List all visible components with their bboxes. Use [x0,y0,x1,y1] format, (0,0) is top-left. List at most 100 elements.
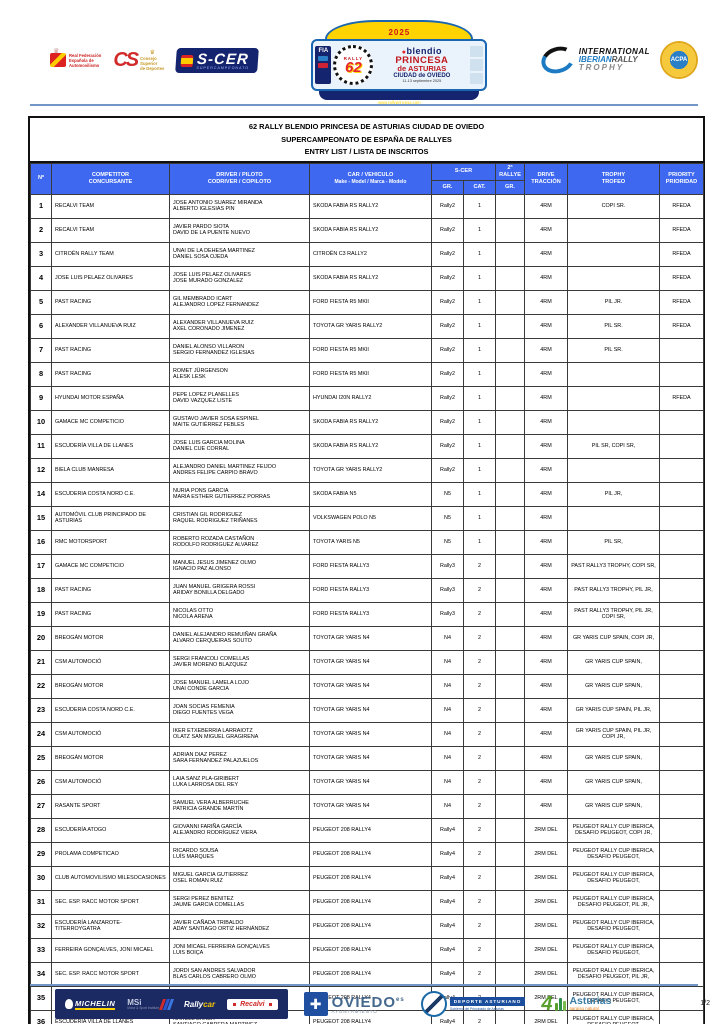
cell-car: PEUGEOT 208 RALLY4 [309,913,432,939]
cell-number: 3 [30,241,52,267]
cell-drive: 4RM [524,673,568,699]
cell-priority: RFEDA [659,265,704,291]
cell-rallye2-group [495,505,525,531]
cell-car: TOYOTA GR YARIS N4 [309,745,432,771]
cell-drive: 4RM [524,625,568,651]
table-row: 22 BREOGÁN MOTOR JOSE MANUEL LAMELA LOJO… [30,673,704,699]
cell-trophy [567,265,660,291]
acpa-label: ACPA [670,57,688,63]
driver-name: CRISTIAN GIL RODRIGUEZ [173,511,242,518]
driver-name: ALEJANDRO DANIEL MARTINEZ FEIJOO [173,463,277,470]
spain-flag-icon [180,54,194,66]
cell-trophy: PAST RALLY3 TROPHY, PIL JR, COPI SR, [567,601,660,627]
cell-car: FORD FIESTA R5 MKII [309,289,432,315]
cell-number: 11 [30,433,52,459]
cell-drive: 4RM [524,217,568,243]
table-row: 10 GAMACE MC COMPETICIO GUSTAVO JAVIER S… [30,409,704,435]
cell-drive: 4RM [524,745,568,771]
cell-car: PEUGEOT 208 RALLY4 [309,817,432,843]
cell-number: 2 [30,217,52,243]
cell-crew: JOAN SOCIAS FEMENIA DIEGO FUENTES VEGA [169,697,310,723]
table-row: 2 RECALVI TEAM JAVIER PARDO SIOTA DAVID … [30,217,704,243]
cell-scer-category: 1 [463,457,496,483]
cell-rallye2-group [495,265,525,291]
rally-word: RALLY [343,56,364,61]
driver-name: JORDI SAN ANDRES SALVADOR [173,967,256,974]
cell-number: 4 [30,265,52,291]
driver-name: SERGI FRANCOLI COMELLAS [173,655,250,662]
cell-car: TOYOTA GR YARIS N4 [309,649,432,675]
msi-caption: Motor & Sport Institute [127,1005,159,1010]
cell-trophy: PEUGEOT RALLY CUP IBERICA, DESAFIO PEUGE… [567,841,660,867]
scer-wordmark: S-CER [196,50,250,68]
driver-name: GIL MEMBRADO ICART [173,295,233,302]
cell-competitor: PAST RACING [51,577,170,603]
cell-competitor: SEC. ESP. RACC MOTOR SPORT [51,889,170,915]
table-row: 20 BREOGÁN MOTOR DANIEL ALEJANDRO REMUIÑ… [30,625,704,651]
cell-competitor: JOSE LUIS PELAEZ OLIVARES [51,265,170,291]
cell-crew: DANIEL ALEJANDRO REMUIÑAN GRAÑA ALVARO C… [169,625,310,651]
cell-scer-category: 2 [463,913,496,939]
cell-trophy: PAST RALLY3 TROPHY, COPI SR, [567,553,660,579]
cell-scer-category: 2 [463,889,496,915]
cell-competitor: FERREIRA GONÇALVES, JONI MICAEL [51,937,170,963]
cell-car: TOYOTA GR YARIS N4 [309,769,432,795]
cell-rallye2-group [495,625,525,651]
cell-priority [659,553,704,579]
cell-rallye2-group [495,937,525,963]
cell-scer-category: 2 [463,865,496,891]
cell-trophy: PIL JR. [567,289,660,315]
cell-priority: RFEDA [659,313,704,339]
oviedo-sup: es [396,997,405,1003]
cell-scer-category: 1 [463,313,496,339]
cell-scer-category: 1 [463,265,496,291]
rally-dates: 11-13 septiembre 2025 [402,78,442,83]
cell-priority: RFEDA [659,241,704,267]
cell-priority [659,937,704,963]
cell-rallye2-group [495,601,525,627]
table-row: 33 FERREIRA GONÇALVES, JONI MICAEL JONI … [30,937,704,963]
codriver-name: IGNACIO PAZ ALONSO [173,566,232,572]
asturias-logo: 4 Asturias paraíso natural [541,994,612,1014]
driver-name: ROBERTO ROZADA CASTAÑON [173,535,255,542]
cell-trophy: PIL JR, [567,481,660,507]
cell-competitor: BREOGÁN MOTOR [51,673,170,699]
cell-scer-category: 2 [463,601,496,627]
cell-trophy [567,457,660,483]
recalvi-square-icon [232,1001,238,1007]
cell-rallye2-group [495,865,525,891]
cell-car: SKODA FABIA N5 [309,481,432,507]
table-row: 29 PROLAMA COMPETICAO RICARDO SOUSA LUÍS… [30,841,704,867]
driver-name: GUSTAVO JAVIER SOSA ESPINEL [173,415,259,422]
cell-trophy: GR YARIS CUP SPAIN, [567,769,660,795]
cell-trophy [567,361,660,387]
col-header-priority: PRIORITY PRIORIDAD [659,162,704,195]
codriver-name: OSEL ROMAN RUIZ [173,878,223,884]
driver-name: LAIA SANZ PLA-GIRIBERT [173,775,240,782]
col-header-rallye2: 2ª RALLYE [495,162,525,181]
rally-plate-body: FIA RALLY 62 ●blendio PRINCESA de ASTURI… [311,39,488,91]
entry-table: Nº COMPETITOR CONCURSANTE DRIVER / PILOTO… [30,162,704,1024]
codriver-name: SARA FERNANDEZ PALAZUELOS [173,758,259,764]
driver-name: RICARDO SOUSA [173,847,219,854]
cell-priority [659,721,704,747]
driver-name: IKER ETXEBERRIA LARRAIOTZ [173,727,253,734]
driver-name: ROMET JÜRGENSON [173,367,228,374]
cell-scer-category: 1 [463,217,496,243]
cell-scer-group: Rally4 [431,913,464,939]
cell-scer-group: N5 [431,505,464,531]
asturias-wordmark: Asturias [569,995,612,1007]
cell-scer-category: 2 [463,553,496,579]
cell-car: TOYOTA GR YARIS N4 [309,697,432,723]
cell-competitor: RECALVI TEAM [51,217,170,243]
cell-number: 8 [30,361,52,387]
col-header-scer-gr: GR. [431,179,464,195]
cell-scer-category: 2 [463,697,496,723]
cell-scer-category: 1 [463,409,496,435]
asturias-bars-icon [555,997,567,1011]
cell-priority [659,865,704,891]
cell-number: 32 [30,913,52,939]
cell-scer-group: Rally2 [431,337,464,363]
codriver-name: ALBERTO IGLESIAS PIN [173,206,235,212]
cell-trophy: PEUGEOT RALLY CUP IBERICA, DESAFIO PEUGE… [567,937,660,963]
